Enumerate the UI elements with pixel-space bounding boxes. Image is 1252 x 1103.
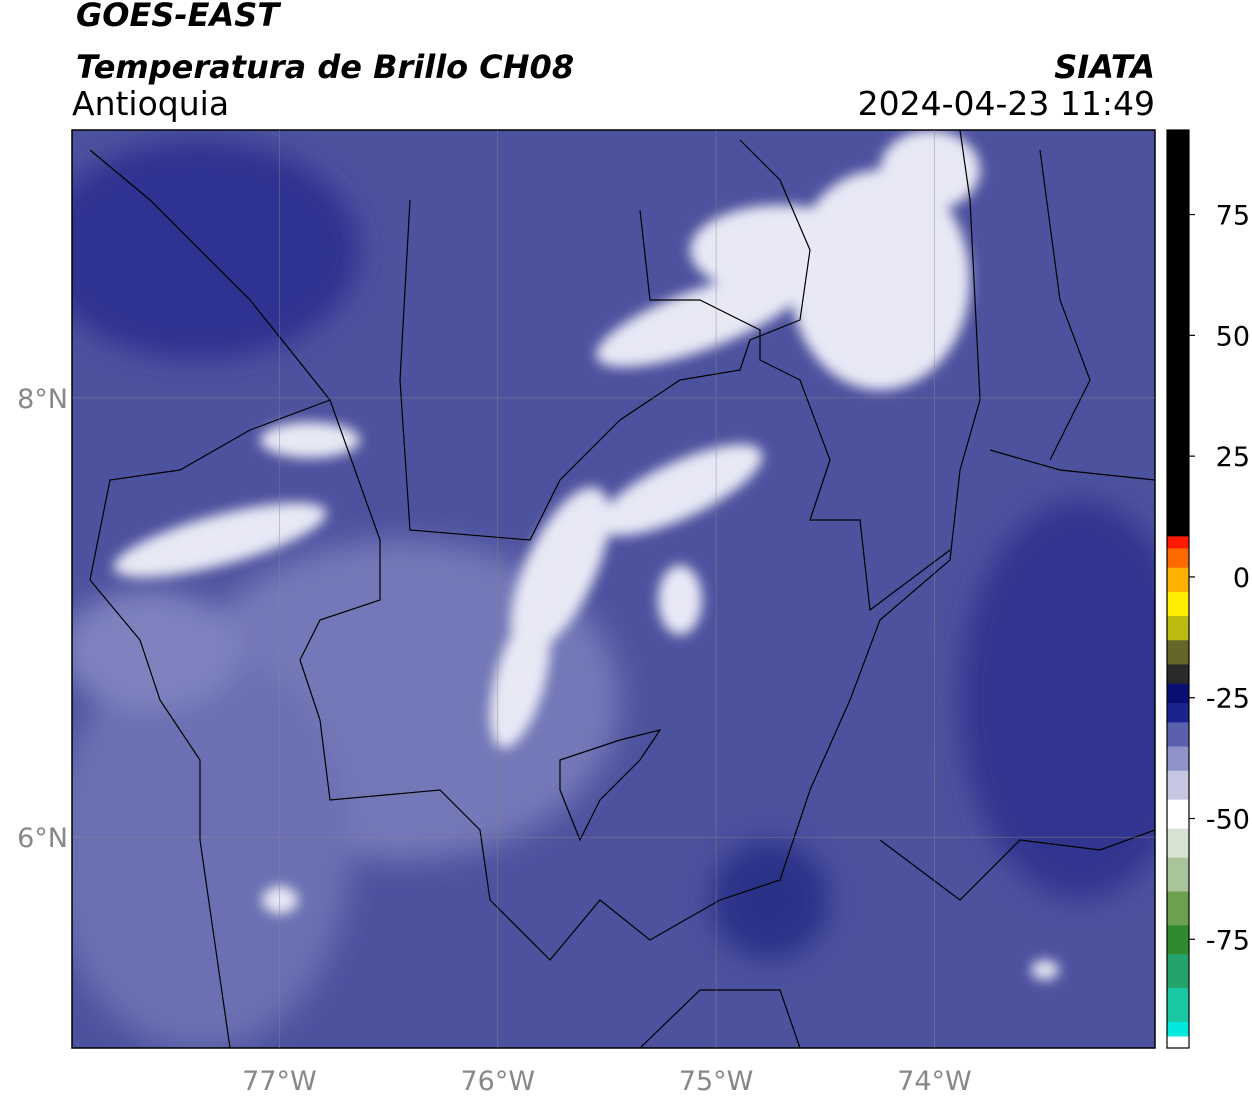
border (399, 139, 811, 541)
colorbar-segment (1167, 591, 1189, 617)
colorbar-segment (1167, 663, 1189, 684)
title: GOES-EAST (76, 0, 281, 34)
colorbar-tick-label: 75 (1216, 201, 1250, 232)
colorbar-tick-label: -50 (1206, 805, 1250, 836)
datetime: 2024-04-23 11:49 (858, 84, 1155, 123)
title: Temperatura de Brillo CH08 (76, 48, 574, 86)
colorbar-segment (1167, 535, 1189, 549)
colorbar-segment (1167, 953, 1189, 989)
border (559, 729, 662, 842)
x-tick-label: 74°W (897, 1066, 972, 1097)
colorbar-segment (1167, 547, 1189, 568)
colorbar-segment (1167, 828, 1189, 858)
x-tick-label: 75°W (679, 1066, 754, 1097)
border (89, 130, 981, 961)
y-tick-label: 6°N (17, 823, 68, 854)
colorbar-tick-label: 25 (1216, 442, 1250, 473)
y-tick-label: 8°N (17, 384, 68, 415)
colorbar-tick-label: 50 (1216, 321, 1250, 352)
colorbar-segment (1167, 567, 1189, 592)
map-frame (71, 129, 1156, 1049)
colorbar-segment (1167, 890, 1189, 926)
colorbar-segment (1167, 857, 1189, 892)
colorbar-segment (1167, 683, 1189, 704)
colorbar-segment (1167, 1035, 1189, 1049)
border (639, 149, 1155, 1048)
border (89, 399, 331, 1048)
map-field (72, 130, 1155, 1048)
x-tick-label: 77°W (242, 1066, 317, 1097)
source: SIATA (1054, 48, 1155, 86)
colorbar-tick-label: -75 (1206, 925, 1250, 956)
colorbar-segment (1167, 987, 1189, 1022)
colorbar-segment (1167, 639, 1189, 665)
colorbar-segment (1167, 702, 1189, 723)
colorbar-segment (1167, 746, 1189, 771)
colorbar-segment (1167, 924, 1189, 955)
colorbar-segment (1167, 130, 1189, 537)
colorbar-segment (1167, 799, 1189, 829)
colorbar-segment (1167, 1021, 1189, 1037)
region: Antioquia (72, 84, 229, 123)
colorbar-segment (1167, 721, 1189, 747)
colorbar-tick-label: -25 (1206, 684, 1250, 715)
colorbar-segment (1167, 770, 1189, 800)
border (639, 209, 951, 612)
colorbar-frame (1166, 129, 1190, 1049)
colorbar-tick-label: 0 (1233, 563, 1250, 594)
colorbar-segment (1167, 615, 1189, 641)
x-tick-label: 76°W (460, 1066, 535, 1097)
